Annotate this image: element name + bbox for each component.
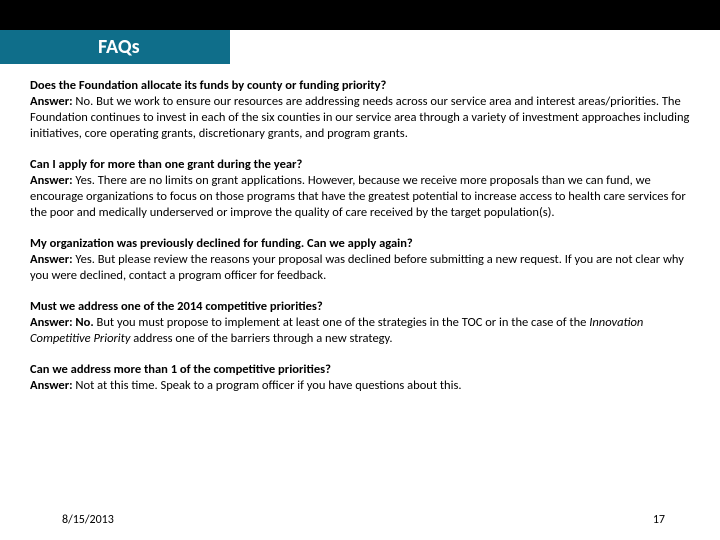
faq-answer-label: Answer: No. xyxy=(30,315,94,330)
faq-block: Must we address one of the 2014 competit… xyxy=(30,299,690,347)
faq-answer: Answer: Yes. But please review the reaso… xyxy=(30,252,690,284)
faq-question: Can I apply for more than one grant duri… xyxy=(30,157,690,173)
faq-question: Can we address more than 1 of the compet… xyxy=(30,362,690,378)
footer-date: 8/15/2013 xyxy=(62,513,114,527)
faq-answer-label: Answer: xyxy=(30,94,73,109)
faq-answer-text: No. But we work to ensure our resources … xyxy=(30,94,689,141)
faq-answer: Answer: No. But you must propose to impl… xyxy=(30,315,690,347)
content-area: Does the Foundation allocate its funds b… xyxy=(0,64,720,409)
faq-answer: Answer: Not at this time. Speak to a pro… xyxy=(30,378,690,394)
faq-answer-text: Not at this time. Speak to a program off… xyxy=(73,378,462,393)
top-black-bar xyxy=(0,0,720,30)
faq-answer-text: Yes. But please review the reasons your … xyxy=(30,252,684,283)
faq-block: Can we address more than 1 of the compet… xyxy=(30,362,690,394)
faq-answer-text: Yes. There are no limits on grant applic… xyxy=(30,173,686,220)
faq-answer: Answer: Yes. There are no limits on gran… xyxy=(30,173,690,221)
faq-question: Must we address one of the 2014 competit… xyxy=(30,299,690,315)
faq-block: My organization was previously declined … xyxy=(30,236,690,284)
faq-answer-label: Answer: xyxy=(30,252,73,267)
italic-phrase: Innovation Competitive Priority xyxy=(30,315,643,346)
faq-question: My organization was previously declined … xyxy=(30,236,690,252)
faqs-title-text: FAQs xyxy=(98,35,140,59)
faq-answer: Answer: No. But we work to ensure our re… xyxy=(30,94,690,142)
faq-block: Can I apply for more than one grant duri… xyxy=(30,157,690,221)
faq-question: Does the Foundation allocate its funds b… xyxy=(30,78,690,94)
faq-answer-label: Answer: xyxy=(30,378,73,393)
faq-block: Does the Foundation allocate its funds b… xyxy=(30,78,690,142)
faqs-title-box: FAQs xyxy=(0,30,230,64)
faq-answer-label: Answer: xyxy=(30,173,73,188)
faq-answer-text: But you must propose to implement at lea… xyxy=(30,315,643,346)
footer-page-number: 17 xyxy=(653,513,665,527)
